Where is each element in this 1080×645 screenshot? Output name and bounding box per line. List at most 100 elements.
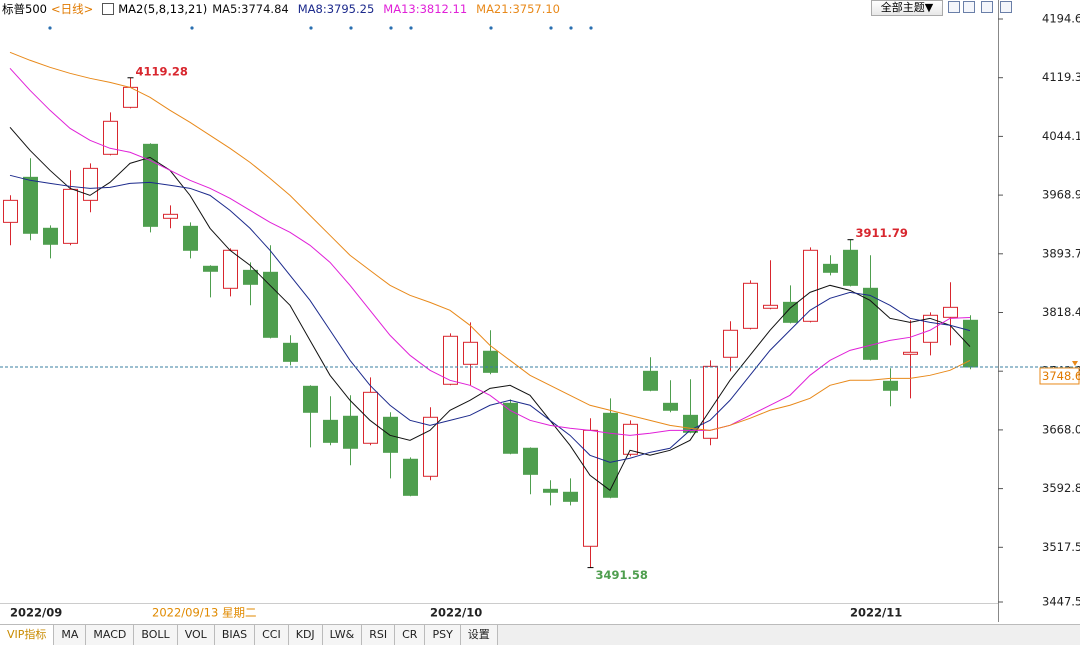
- candle-body: [343, 415, 358, 449]
- candle-body: [903, 351, 918, 355]
- indicator-tab[interactable]: VIP指标: [0, 625, 55, 645]
- layout-icon[interactable]: [981, 1, 993, 13]
- indicator-tab[interactable]: MA: [54, 625, 87, 645]
- event-dot: [309, 26, 313, 30]
- event-dot: [569, 26, 573, 30]
- candle-body: [383, 416, 398, 453]
- candle-body: [743, 282, 758, 329]
- zoom-out-icon[interactable]: [963, 1, 975, 13]
- candle-body: [203, 265, 218, 272]
- settings-icon[interactable]: [1000, 1, 1012, 13]
- candle-body: [963, 319, 978, 368]
- event-dot: [489, 26, 493, 30]
- indicator-tab[interactable]: RSI: [362, 625, 396, 645]
- indicator-tab[interactable]: LW&: [322, 625, 363, 645]
- y-tick-label: 3818.49: [1042, 305, 1080, 319]
- x-tick-label: 2022/09: [10, 606, 62, 620]
- extreme-label: 4119.28: [136, 64, 188, 78]
- toolbar: 标普500 <日线> MA2(5,8,13,21) MA5:3774.84 MA8…: [0, 0, 569, 17]
- candle-body: [103, 120, 118, 155]
- x-tick-label: 2022/11: [850, 606, 902, 620]
- event-dot: [389, 26, 393, 30]
- candle-body: [583, 429, 598, 547]
- indicator-tab[interactable]: CCI: [255, 625, 289, 645]
- candle-body: [883, 380, 898, 391]
- last-price-tag: [1039, 367, 1080, 385]
- candle-body: [703, 365, 718, 439]
- candle-body: [603, 412, 618, 498]
- legend-item: MA5:3774.84: [212, 1, 289, 16]
- candle-body: [63, 188, 78, 244]
- y-tick-label: 4194.60: [1042, 12, 1080, 26]
- last-price-label: 3748.67: [1042, 369, 1080, 383]
- indicator-tab[interactable]: CR: [395, 625, 426, 645]
- indicator-tab[interactable]: PSY: [425, 625, 461, 645]
- candle-body: [563, 491, 578, 502]
- candle-body: [43, 227, 58, 245]
- extreme-label: 3491.58: [596, 568, 648, 582]
- legend-item: MA8:3795.25: [297, 1, 375, 16]
- indicator-icon[interactable]: [102, 2, 115, 15]
- candle-body: [943, 306, 958, 318]
- candle-body: [183, 225, 198, 251]
- candle-body: [223, 249, 238, 289]
- event-dot: [409, 26, 413, 30]
- legend-item: MA13:3812.11: [383, 1, 468, 16]
- candle-body: [783, 301, 798, 323]
- candle-body: [623, 423, 638, 455]
- ma-line: [9, 174, 971, 463]
- legend-item: MA21:3757.10: [476, 1, 560, 16]
- cursor-date: 2022/09/13 星期二: [152, 606, 256, 620]
- indicator-tab[interactable]: VOL: [177, 625, 215, 645]
- candle-body: [443, 335, 458, 385]
- candle-body: [323, 419, 338, 443]
- candle-body: [723, 329, 738, 358]
- indicator-tabs: VIP指标 MA MACD BOLL VOL BIAS CCI KDJ LW& RSI CR PSY 设…: [0, 624, 1080, 645]
- candle-body: [803, 249, 818, 322]
- indicator-label: MA2(5,8,13,21): [118, 1, 208, 16]
- instrument: 标普500: [2, 1, 47, 16]
- y-tick-label: 3447.50: [1042, 595, 1080, 609]
- indicator-tab[interactable]: 设置: [460, 625, 498, 645]
- candle-body: [503, 402, 518, 454]
- period[interactable]: <日线>: [50, 1, 94, 16]
- candle-body: [483, 350, 498, 373]
- y-tick-label: 3668.04: [1042, 422, 1080, 436]
- event-dot: [190, 26, 194, 30]
- candle-body: [283, 342, 298, 362]
- candle-body: [403, 458, 418, 496]
- ma-line: [9, 51, 971, 431]
- candle-body: [663, 402, 678, 411]
- y-tick-label: 3592.82: [1042, 481, 1080, 495]
- event-dot: [589, 26, 593, 30]
- event-dot: [549, 26, 553, 30]
- extreme-label: 3911.79: [856, 226, 908, 240]
- theme-button[interactable]: 全部主题▼: [871, 0, 943, 16]
- indicator-tab[interactable]: BOLL: [134, 625, 178, 645]
- indicator-tab[interactable]: MACD: [86, 625, 135, 645]
- candle-body: [3, 199, 18, 223]
- event-dot: [48, 26, 52, 30]
- candle-body: [543, 488, 558, 493]
- ma-line: [9, 67, 971, 436]
- indicator-tab[interactable]: KDJ: [288, 625, 323, 645]
- y-tick-label: 3968.93: [1042, 188, 1080, 202]
- candle-body: [163, 213, 178, 219]
- candle-body: [843, 249, 858, 286]
- candle-body: [303, 385, 318, 413]
- zoom-in-icon[interactable]: [948, 1, 960, 13]
- y-tick-label: 4119.38: [1042, 70, 1080, 84]
- chart-bg: [0, 0, 1080, 624]
- candle-body: [643, 370, 658, 391]
- candle-body: [863, 287, 878, 360]
- candle-body: [423, 416, 438, 477]
- y-tick-label: 3893.71: [1042, 246, 1080, 260]
- candle-body: [523, 447, 538, 475]
- event-dot: [349, 26, 353, 30]
- y-tick-label: 4044.16: [1042, 129, 1080, 143]
- candle-body: [143, 143, 158, 227]
- indicator-tab[interactable]: BIAS: [214, 625, 256, 645]
- candle-body: [243, 269, 258, 285]
- candle-body: [763, 304, 778, 309]
